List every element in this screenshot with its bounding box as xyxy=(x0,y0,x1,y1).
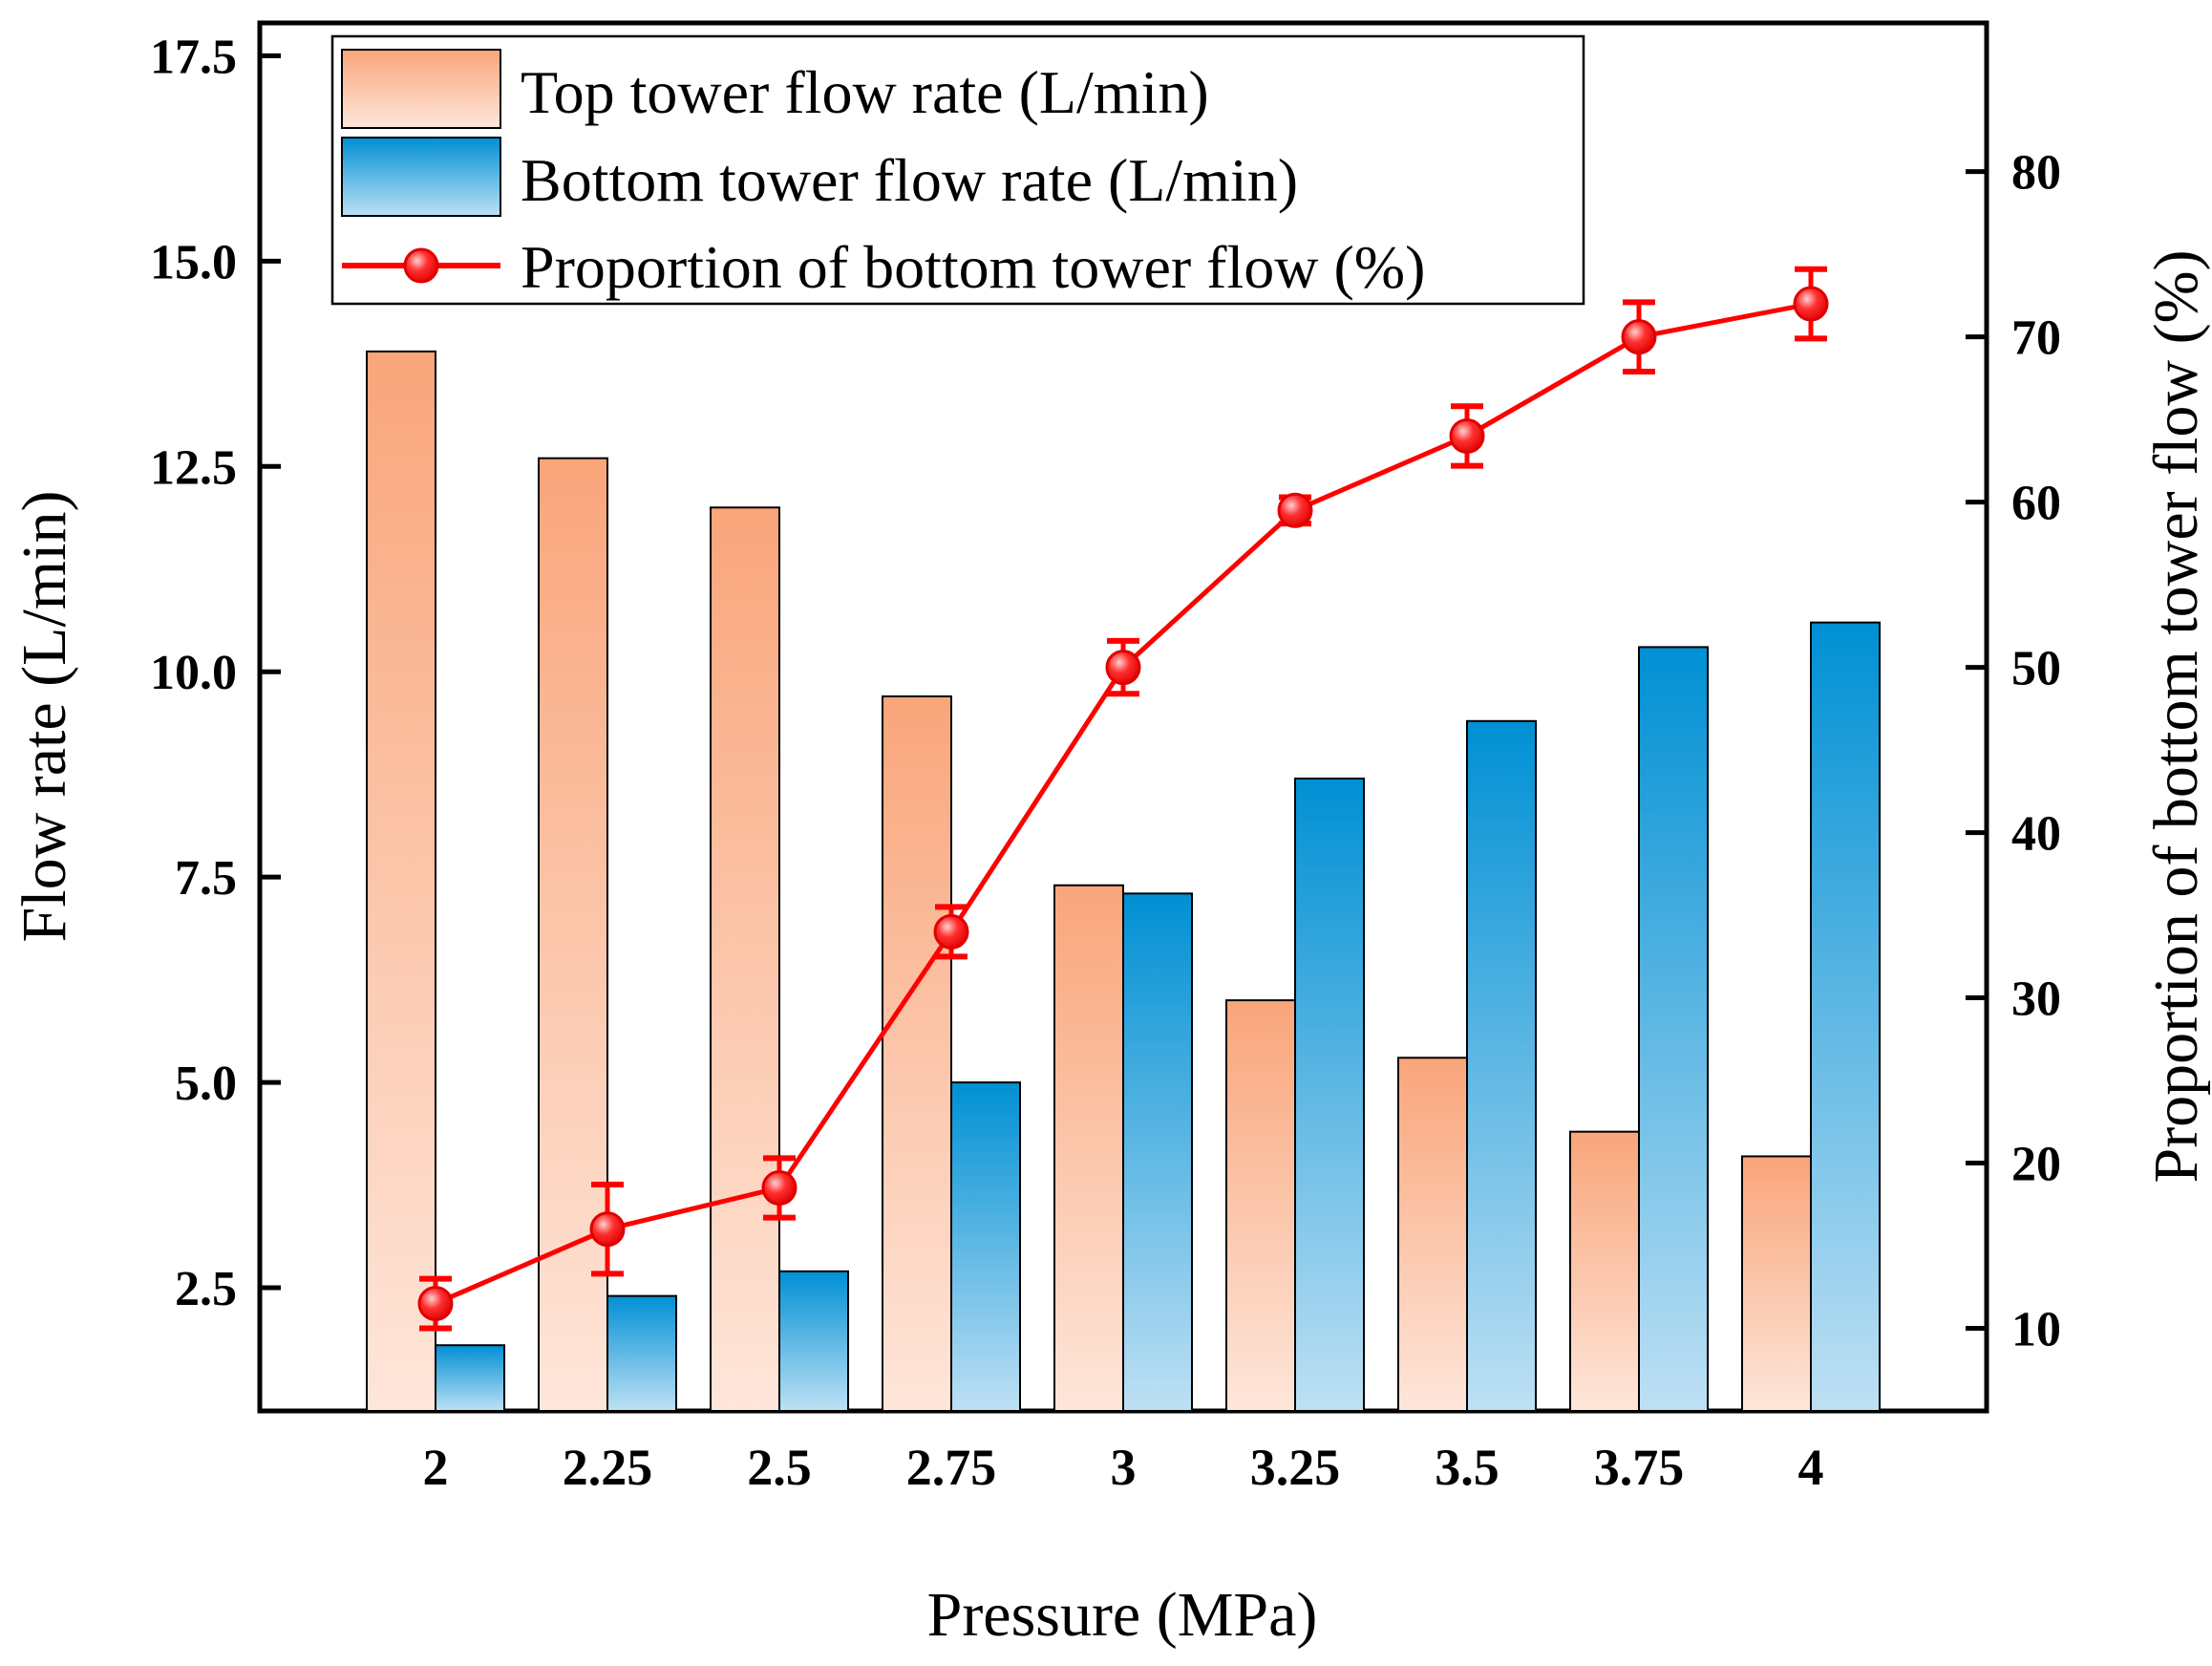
y-tick-label-2: 7.5 xyxy=(175,851,237,906)
x-tick-label-6: 3.5 xyxy=(1435,1439,1499,1496)
y2-axis-title: Proportion of bottom tower flow (%) xyxy=(2141,249,2211,1183)
proportion-point-3 xyxy=(933,913,969,950)
bar-bottom-flow-2 xyxy=(778,1270,849,1412)
bar-bottom-flow-6 xyxy=(1466,719,1537,1412)
legend-label-top: Top tower flow rate (L/min) xyxy=(521,58,1209,126)
y2-tick-label-1: 20 xyxy=(2011,1138,2061,1192)
bar-top-flow-0 xyxy=(366,350,436,1413)
y-tick-label-6: 17.5 xyxy=(150,30,237,84)
y2-tick-label-6: 70 xyxy=(2011,311,2061,366)
proportion-point-6 xyxy=(1449,417,1485,454)
x-tick-label-3: 2.75 xyxy=(906,1439,997,1496)
bar-bottom-flow-7 xyxy=(1638,646,1709,1412)
legend: Top tower flow rate (L/min) Bottom tower… xyxy=(330,34,1585,306)
bar-top-flow-2 xyxy=(710,506,780,1412)
y2-tick-label-4: 50 xyxy=(2011,642,2061,696)
proportion-point-0 xyxy=(417,1286,454,1322)
y-tick-label-3: 10.0 xyxy=(150,646,237,700)
legend-label-proportion: Proportion of bottom tower flow (%) xyxy=(521,233,1425,301)
x-tick-label-8: 4 xyxy=(1798,1439,1824,1496)
proportion-point-5 xyxy=(1277,492,1313,528)
bar-bottom-flow-1 xyxy=(606,1294,677,1413)
bar-bottom-flow-5 xyxy=(1294,777,1365,1412)
legend-box xyxy=(330,34,1585,306)
right-axis-ticks: 10 20 30 40 50 60 70 80 xyxy=(1966,146,2061,1357)
x-tick-label-7: 3.75 xyxy=(1594,1439,1685,1496)
y2-tick-label-5: 60 xyxy=(2011,477,2061,531)
y2-tick-label-3: 40 xyxy=(2011,807,2061,862)
proportion-point-2 xyxy=(761,1169,798,1206)
bar-bottom-flow-3 xyxy=(950,1081,1021,1413)
legend-marker-sample xyxy=(403,247,439,284)
bar-top-flow-1 xyxy=(538,457,608,1412)
legend-label-bottom: Bottom tower flow rate (L/min) xyxy=(521,146,1298,214)
y2-tick-label-2: 30 xyxy=(2011,972,2061,1027)
bar-top-flow-3 xyxy=(882,695,952,1412)
left-axis-ticks: 2.5 5.0 7.5 10.0 12.5 15.0 17.5 xyxy=(150,30,281,1316)
bar-bottom-flow-0 xyxy=(435,1344,505,1413)
bar-bottom-flow-4 xyxy=(1122,892,1193,1412)
bar-top-flow-4 xyxy=(1053,884,1124,1412)
proportion-line-group xyxy=(417,266,1829,1332)
proportion-point-7 xyxy=(1621,319,1657,355)
proportion-point-1 xyxy=(589,1211,626,1248)
x-tick-label-2: 2.5 xyxy=(747,1439,812,1496)
bars-group xyxy=(366,350,1881,1413)
x-axis-title: Pressure (MPa) xyxy=(927,1580,1318,1650)
y-tick-label-0: 2.5 xyxy=(175,1262,237,1316)
x-axis-ticks: 2 2.25 2.5 2.75 3 3.25 3.5 3.75 4 xyxy=(423,1439,1824,1496)
x-tick-label-5: 3.25 xyxy=(1250,1439,1341,1496)
legend-swatch-top xyxy=(341,49,501,129)
y-tick-label-4: 12.5 xyxy=(150,440,237,495)
y2-tick-label-7: 80 xyxy=(2011,146,2061,201)
y-axis-title: Flow rate (L/min) xyxy=(10,491,79,943)
y-tick-label-5: 15.0 xyxy=(150,235,237,289)
proportion-point-4 xyxy=(1105,650,1141,686)
x-tick-label-0: 2 xyxy=(423,1439,449,1496)
bar-top-flow-6 xyxy=(1397,1057,1468,1412)
y-tick-label-1: 5.0 xyxy=(175,1057,237,1111)
x-tick-label-1: 2.25 xyxy=(563,1439,653,1496)
bar-top-flow-8 xyxy=(1741,1155,1812,1413)
proportion-point-8 xyxy=(1793,286,1829,322)
bar-top-flow-5 xyxy=(1225,999,1296,1412)
y2-tick-label-0: 10 xyxy=(2011,1303,2061,1357)
legend-swatch-bottom xyxy=(341,137,501,217)
bar-bottom-flow-8 xyxy=(1810,621,1881,1412)
bar-top-flow-7 xyxy=(1569,1130,1640,1412)
x-tick-label-4: 3 xyxy=(1111,1439,1137,1496)
